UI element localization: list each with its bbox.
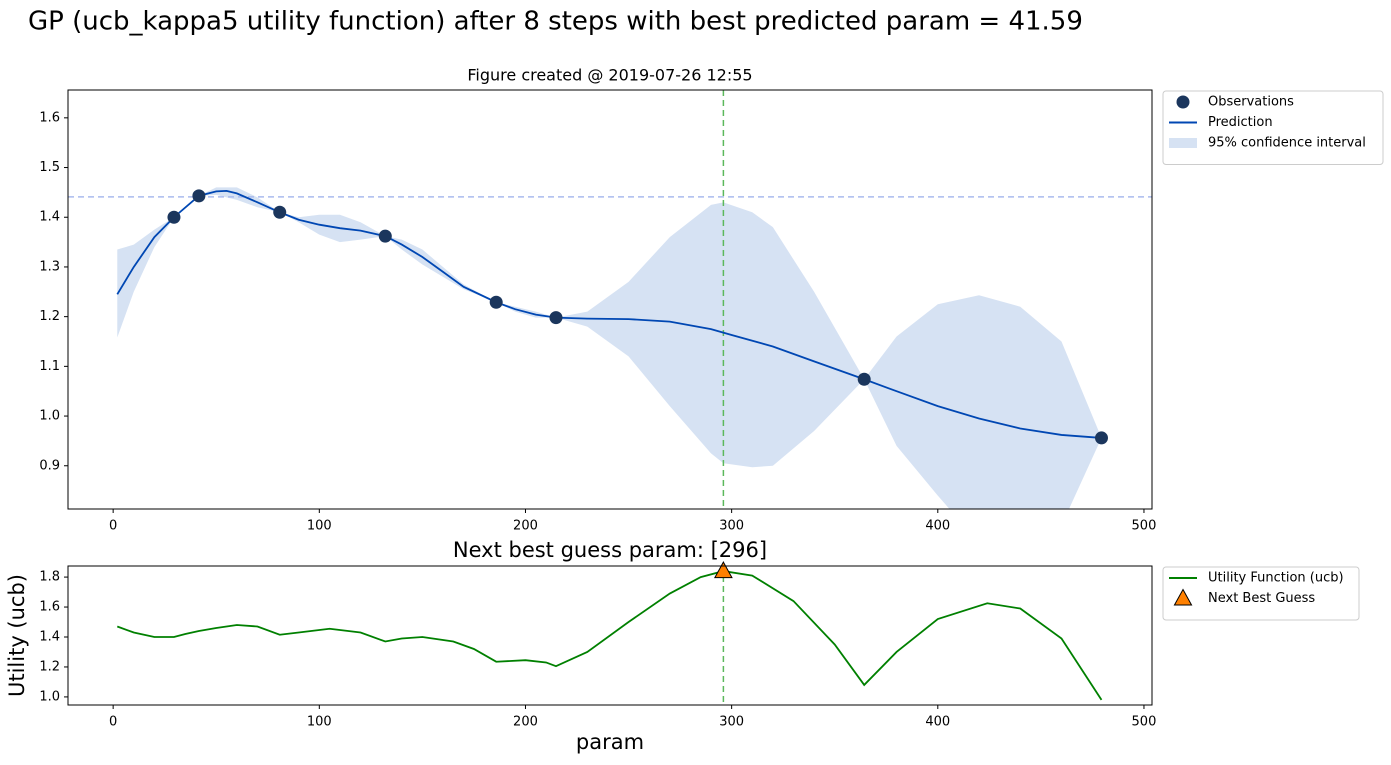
- legend-symbol: [1169, 138, 1197, 148]
- legend-symbol: [1176, 95, 1190, 109]
- y-tick-label: 1.3: [39, 259, 60, 274]
- plot-area: [116, 566, 1103, 705]
- figure-title: GP (ucb_kappa5 utility function) after 8…: [28, 7, 1083, 37]
- y-axis-label: Utility (ucb): [5, 574, 29, 697]
- legend-label: Next Best Guess: [1208, 591, 1315, 606]
- y-tick-label: 1.8: [39, 570, 60, 585]
- x-tick-label: 200: [513, 519, 538, 534]
- legend-label: Utility Function (ucb): [1208, 571, 1344, 586]
- x-tick-label: 400: [925, 519, 950, 534]
- y-tick-label: 1.4: [39, 210, 60, 225]
- confidence-band: [117, 187, 1102, 509]
- marker: [378, 229, 392, 243]
- line: [116, 570, 1103, 701]
- x-axis-label: param: [576, 730, 644, 754]
- x-tick-label: 100: [307, 715, 332, 730]
- marker: [489, 295, 503, 309]
- y-tick-label: 1.1: [39, 359, 60, 374]
- legend-box: [1162, 90, 1384, 165]
- y-tick-label: 1.4: [39, 629, 60, 644]
- y-tick-label: 1.5: [39, 160, 60, 175]
- x-tick-label: 400: [925, 715, 950, 730]
- legend-label: Prediction: [1208, 115, 1273, 130]
- legend-label: Observations: [1208, 95, 1294, 110]
- chart-title: Figure created @ 2019-07-26 12:55: [467, 66, 752, 85]
- legend-box: [1162, 566, 1360, 621]
- y-tick-label: 1.2: [39, 659, 60, 674]
- marker: [273, 205, 287, 219]
- y-tick-label: 0.9: [39, 458, 60, 473]
- chart-title: Next best guess param: [296]: [453, 538, 767, 562]
- x-tick-label: 500: [1132, 715, 1157, 730]
- y-tick-label: 1.0: [39, 409, 60, 424]
- axes-frame: [67, 89, 1153, 510]
- x-tick-label: 0: [109, 519, 117, 534]
- y-tick-label: 1.6: [39, 110, 60, 125]
- marker: [1094, 431, 1108, 445]
- y-tick-label: 1.6: [39, 600, 60, 615]
- legend-symbol: [1173, 588, 1193, 606]
- x-tick-label: 100: [307, 519, 332, 534]
- x-tick-label: 0: [109, 715, 117, 730]
- x-tick-label: 500: [1132, 519, 1157, 534]
- x-tick-label: 200: [513, 715, 538, 730]
- marker: [857, 372, 871, 386]
- marker: [713, 561, 733, 579]
- x-tick-label: 300: [719, 715, 744, 730]
- y-tick-label: 1.0: [39, 689, 60, 704]
- y-tick-label: 1.2: [39, 309, 60, 324]
- x-tick-label: 300: [719, 519, 744, 534]
- marker: [192, 189, 206, 203]
- marker: [167, 210, 181, 224]
- legend-label: 95% confidence interval: [1208, 136, 1366, 151]
- axes-frame: [67, 565, 1153, 706]
- marker: [549, 311, 563, 325]
